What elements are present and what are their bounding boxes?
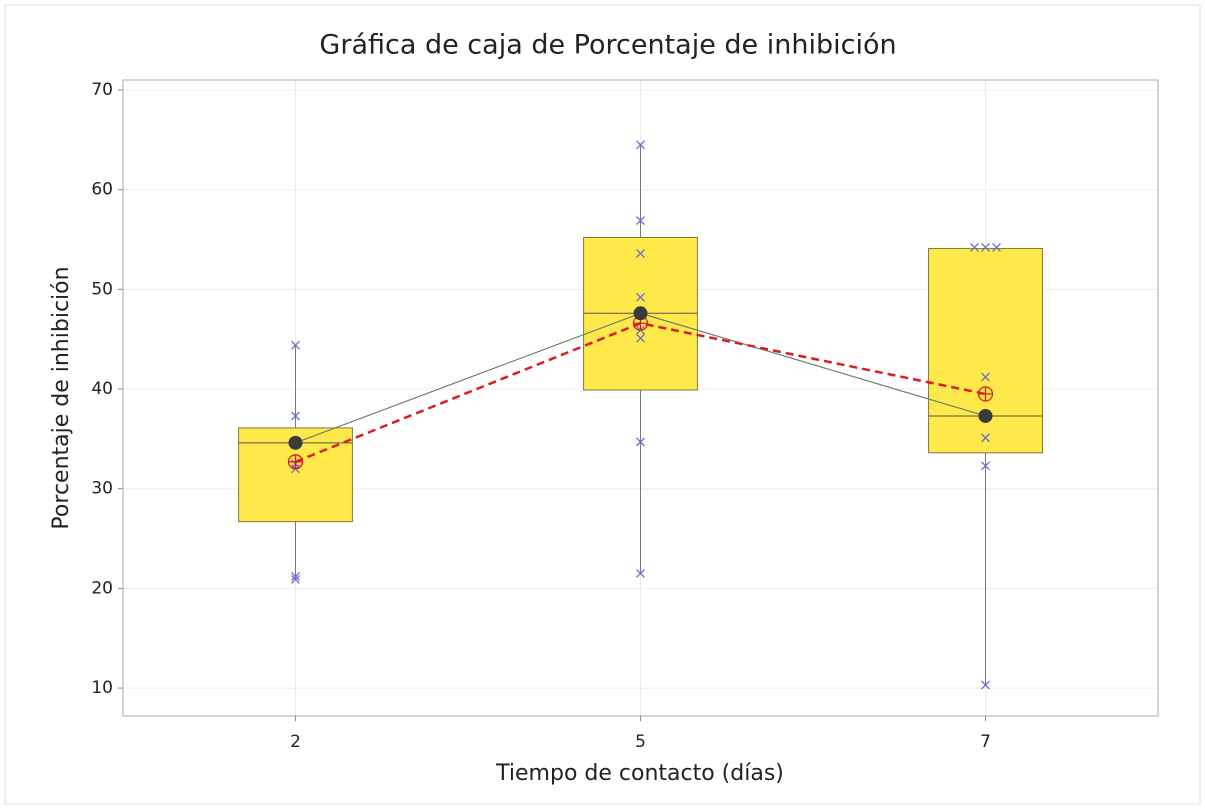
x-tick-label: 2 xyxy=(290,732,301,752)
y-tick-label: 10 xyxy=(91,678,113,698)
y-tick-label: 60 xyxy=(91,180,113,200)
x-tick-label: 7 xyxy=(980,732,991,752)
data-point xyxy=(291,340,300,350)
data-point xyxy=(981,680,990,690)
data-point xyxy=(970,243,979,252)
mean-cross xyxy=(288,454,303,469)
median-dot xyxy=(978,408,993,423)
data-point xyxy=(291,571,300,581)
data-point xyxy=(981,243,990,252)
chart-title: Gráfica de caja de Porcentaje de inhibic… xyxy=(319,30,896,61)
y-tick-label: 40 xyxy=(91,379,113,399)
data-point xyxy=(291,574,300,584)
median-dot xyxy=(633,306,648,321)
data-point xyxy=(636,140,645,150)
data-point xyxy=(291,411,300,421)
data-point xyxy=(992,243,1001,252)
x-axis-label: Tiempo de contacto (días) xyxy=(495,761,784,786)
y-tick-label: 20 xyxy=(91,578,113,598)
data-point xyxy=(981,433,990,443)
data-point xyxy=(636,437,645,447)
data-point xyxy=(636,568,645,578)
data-point xyxy=(636,216,645,226)
data-point xyxy=(981,372,990,382)
data-point xyxy=(636,292,645,302)
data-point xyxy=(981,461,990,471)
x-tick-label: 5 xyxy=(635,732,646,752)
y-tick-label: 70 xyxy=(91,80,113,100)
data-point xyxy=(636,333,645,343)
median-dot xyxy=(288,435,303,450)
plot-area xyxy=(122,79,1159,717)
y-tick-label: 50 xyxy=(91,279,113,299)
y-axis-label: Porcentaje de inhibición xyxy=(49,266,74,529)
data-point xyxy=(636,248,645,258)
mean-cross xyxy=(978,387,993,402)
y-tick-label: 30 xyxy=(91,479,113,499)
